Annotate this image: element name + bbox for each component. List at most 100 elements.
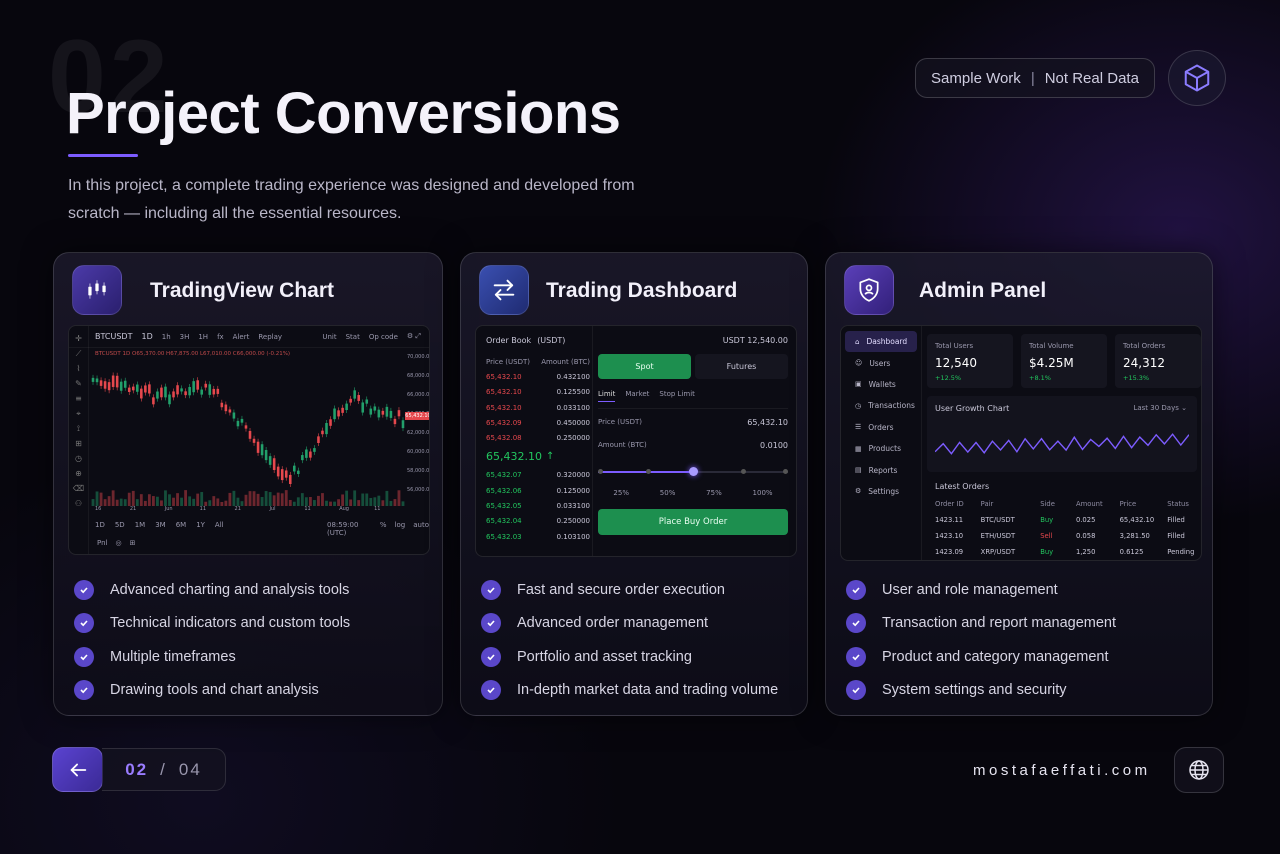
order-book-row[interactable]: 65,432.10 0.125500 — [486, 385, 590, 400]
order-book-row[interactable]: 65,432.10 0.033100 — [486, 400, 590, 415]
sidebar-item-reports[interactable]: ▤ Reports — [845, 459, 917, 480]
sidebar-item-users[interactable]: ☺ Users — [845, 352, 917, 373]
volume-bar — [123, 499, 127, 506]
timeframe-option[interactable]: 1M — [134, 521, 146, 529]
globe-button[interactable] — [1174, 747, 1224, 793]
scale-option[interactable]: auto — [413, 521, 429, 529]
feature-list: User and role management Transaction and… — [846, 573, 1116, 707]
candle-body — [329, 419, 332, 426]
order-book-row[interactable]: 65,432.04 0.250000 — [486, 514, 590, 529]
sidebar-item-wallets[interactable]: ▣ Wallets — [845, 374, 917, 395]
column-header: Side — [1040, 500, 1055, 508]
column-header: Status — [1167, 500, 1189, 508]
toolbar-right-item[interactable]: Op code — [368, 332, 398, 341]
scale-option[interactable]: log — [394, 521, 406, 529]
toolbar-item[interactable]: fx — [217, 332, 224, 341]
range-dropdown[interactable]: Last 30 Days ⌄ — [1133, 404, 1187, 412]
candle-body — [268, 456, 272, 465]
feature-item: System settings and security — [846, 674, 1116, 708]
order-book-row[interactable]: 65,432.07 0.320000 — [486, 468, 590, 483]
candle-body — [99, 380, 103, 386]
order-type-tab[interactable]: Stop Limit — [659, 390, 695, 398]
candle-body — [369, 408, 373, 415]
camera-icon[interactable]: ◎ — [115, 539, 122, 547]
order-book-row[interactable]: 65,432.08 0.250000 — [486, 430, 590, 445]
amount-slider[interactable] — [598, 463, 788, 481]
back-button[interactable] — [52, 747, 103, 792]
toolbar-item[interactable]: Replay — [258, 332, 283, 341]
order-amount: 0.432100 — [556, 372, 590, 381]
order-book-row[interactable]: 65,432.09 0.450000 — [486, 415, 590, 430]
column-header: Price (USDT) — [486, 357, 530, 366]
order-book-row[interactable]: 65,432.06 0.125000 — [486, 483, 590, 498]
volume-bar — [369, 497, 373, 506]
sidebar-item-products[interactable]: ▦ Products — [845, 438, 917, 459]
sidebar-item-settings[interactable]: ⚙ Settings — [845, 481, 917, 502]
sidebar-item-dashboard[interactable]: ⌂ Dashboard — [845, 331, 917, 353]
toolbar-right-item[interactable]: Stat — [345, 332, 360, 341]
timeframe-option[interactable]: 3M — [155, 521, 166, 529]
table-row[interactable]: 1423.11 BTC/USDT Buy 0.025 65,432.10 Filled — [927, 512, 1197, 528]
candle-body — [321, 430, 324, 435]
volume-bar — [300, 493, 304, 506]
timeframe-option[interactable]: All — [214, 521, 224, 529]
toolbar-item[interactable]: 1h — [161, 332, 171, 341]
field-label: Amount (BTC) — [598, 441, 647, 449]
percent-option[interactable]: 50% — [659, 489, 676, 497]
order-book-row[interactable]: 65,432.05 0.033100 — [486, 498, 590, 513]
order-book-row[interactable]: 65,432.03 0.103100 — [486, 529, 590, 544]
timeframe-option[interactable]: 5D — [114, 521, 125, 529]
tab-spot[interactable]: Spot — [598, 354, 691, 379]
volume-bar — [176, 493, 179, 506]
percent-option[interactable]: 25% — [613, 489, 629, 497]
candle-body — [293, 465, 296, 472]
symbol-label[interactable]: BTCUSDT — [95, 332, 133, 341]
price-tick: 58,000.00 — [407, 468, 430, 474]
grid-icon[interactable]: ⊞ — [129, 539, 136, 547]
amount-field[interactable]: Amount (BTC) 0.0100 — [598, 441, 788, 457]
sidebar-icon: ▦ — [855, 444, 862, 453]
table-row[interactable]: 1423.09 XRP/USDT Buy 1,250 0.6125 Pending — [927, 544, 1197, 560]
timeframe-bar: 1D 5D 1M 3M 6M 1Y All — [95, 521, 224, 529]
sidebar-item-label: Wallets — [868, 379, 896, 389]
order-type-tab[interactable]: Limit — [598, 390, 616, 402]
growth-chart-title: User Growth Chart — [935, 404, 1010, 413]
column-header: Amount (BTC) — [541, 357, 590, 366]
table-row[interactable]: 1423.10 ETH/USDT Sell 0.058 3,281.50 Filled — [927, 528, 1197, 544]
settings-icon[interactable]: ⚙ ⤢ — [406, 332, 421, 340]
sidebar-item-orders[interactable]: ☰ Orders — [845, 417, 917, 438]
price-tick: 66,000.00 — [407, 392, 430, 398]
price-field[interactable]: Price (USDT) 65,432.10 — [598, 418, 788, 434]
toolbar-right-item[interactable]: Unit — [322, 332, 337, 341]
tab-futures[interactable]: Futures — [695, 354, 788, 379]
sidebar-item-transactions[interactable]: ◷ Transactions — [845, 395, 917, 416]
place-buy-order-button[interactable]: Place Buy Order — [598, 509, 788, 535]
card-icon-box — [844, 265, 894, 315]
order-type-tab[interactable]: Market — [625, 390, 650, 398]
percent-option[interactable]: 100% — [752, 489, 773, 497]
scale-option[interactable]: % — [379, 521, 387, 529]
timeframe-option[interactable]: 1Y — [196, 521, 205, 529]
timeframe-option[interactable]: 1D — [95, 521, 105, 529]
order-form: USDT 12,540.00 Spot Futures Limit Market… — [598, 336, 788, 535]
toolbar-item[interactable]: 1H — [198, 332, 209, 341]
check-icon — [846, 613, 866, 634]
order-amount: 0.033100 — [556, 502, 590, 511]
sidebar-icon: ☺ — [855, 359, 863, 368]
timeframe-option[interactable]: 6M — [175, 521, 187, 529]
slider-knob[interactable] — [689, 467, 698, 476]
percent-option[interactable]: 75% — [706, 489, 722, 497]
cube-icon-button[interactable] — [1168, 50, 1226, 106]
website-link[interactable]: mostafaeffati.com — [973, 762, 1151, 779]
toolbar-item[interactable]: 3H — [179, 332, 190, 341]
check-icon — [74, 680, 94, 701]
volume-bar — [349, 499, 353, 506]
table-cell: XRP/USDT — [980, 548, 1016, 556]
page-description: In this project, a complete trading expe… — [68, 177, 635, 222]
toolbar-item[interactable]: Alert — [232, 332, 250, 341]
interval-label[interactable]: 1D — [141, 332, 153, 341]
bottom-pnl[interactable]: Pnl — [97, 539, 108, 547]
volume-bar — [244, 494, 248, 506]
order-book-row[interactable]: 65,432.10 0.432100 — [486, 369, 590, 384]
ohlc-readout: BTCUSDT 1D O65,370.00 H67,875.00 L67,010… — [95, 351, 291, 357]
